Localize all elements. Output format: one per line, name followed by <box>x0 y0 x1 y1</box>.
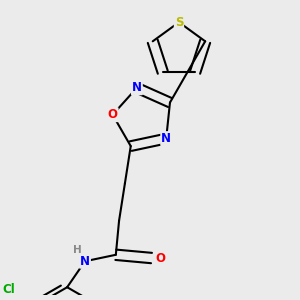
Text: N: N <box>132 81 142 94</box>
Text: N: N <box>80 255 90 268</box>
Text: Cl: Cl <box>3 283 15 296</box>
Text: S: S <box>175 16 183 29</box>
Text: H: H <box>73 245 81 255</box>
Text: O: O <box>108 108 118 121</box>
Text: O: O <box>156 251 166 265</box>
Text: N: N <box>161 132 171 145</box>
